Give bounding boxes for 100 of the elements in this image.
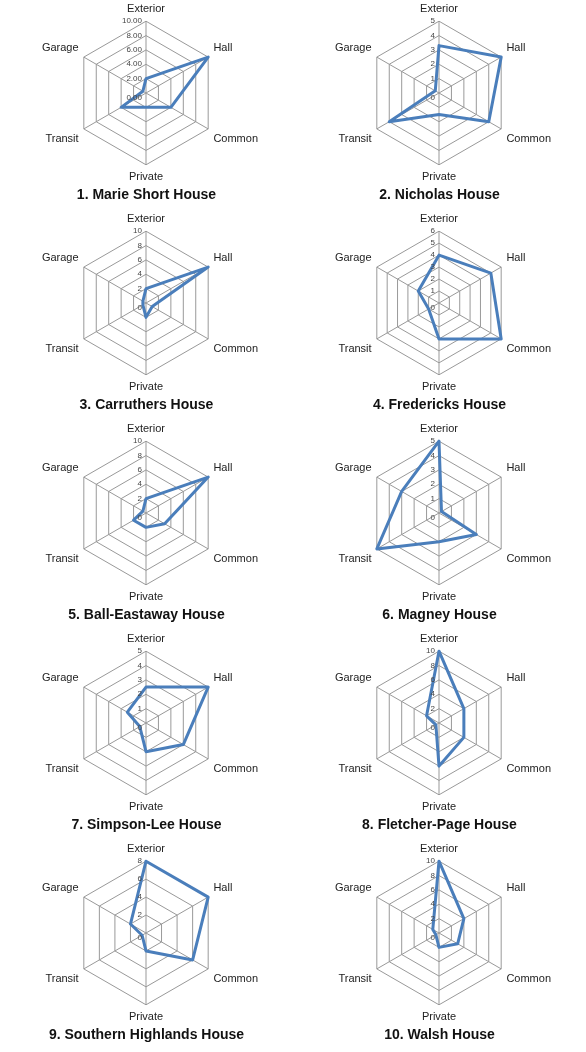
spoke-label: Common bbox=[213, 131, 258, 144]
spoke-label: Common bbox=[213, 761, 258, 774]
y-tick-label: 5 bbox=[430, 16, 436, 26]
spoke-label: Private bbox=[421, 380, 457, 393]
spoke-label: Private bbox=[128, 800, 164, 813]
spoke-label: Exterior bbox=[420, 211, 459, 224]
y-tick-label: 6 bbox=[430, 675, 436, 685]
spoke-label: Transit bbox=[338, 551, 372, 564]
text: 2. Nicholas House bbox=[379, 186, 500, 202]
spoke-label: Private bbox=[421, 1010, 457, 1023]
y-tick-label: 2 bbox=[430, 913, 436, 923]
spoke-label: Garage bbox=[334, 460, 372, 473]
y-tick-label: 5 bbox=[430, 238, 436, 248]
y-tick-label: 4 bbox=[137, 269, 143, 279]
y-tick-label: 2 bbox=[430, 59, 436, 69]
spoke-label: Garage bbox=[41, 460, 79, 473]
spoke-label: Private bbox=[128, 170, 164, 183]
y-tick-label: 1 bbox=[430, 286, 436, 296]
y-tick-label: 0 bbox=[430, 723, 436, 733]
y-tick-label: 0 bbox=[430, 93, 436, 103]
y-tick-label: 5 bbox=[137, 646, 143, 656]
spoke-label: Common bbox=[213, 341, 258, 354]
spoke-label: Exterior bbox=[420, 631, 459, 644]
y-tick-label: 2 bbox=[430, 274, 436, 284]
spoke-label: Common bbox=[213, 971, 258, 984]
spoke-label: Private bbox=[128, 1010, 164, 1023]
y-tick-label: 6 bbox=[137, 874, 143, 884]
y-tick-label: 10 bbox=[426, 646, 436, 656]
text: 10. Walsh House bbox=[384, 1026, 495, 1042]
y-tick-label: 8 bbox=[137, 856, 143, 866]
y-tick-label: 5 bbox=[430, 436, 436, 446]
spoke-label: Hall bbox=[506, 880, 526, 893]
text: 4. Fredericks House bbox=[372, 396, 507, 412]
y-tick-label: 3 bbox=[137, 675, 143, 685]
y-tick-label: 8 bbox=[137, 450, 143, 460]
y-tick-label: 4 bbox=[430, 250, 436, 260]
y-tick-label: 4 bbox=[137, 660, 143, 670]
text: 7. Simpson-Lee House bbox=[71, 816, 222, 832]
spoke-label: Hall bbox=[506, 40, 526, 53]
y-tick-label: 4 bbox=[430, 689, 436, 699]
spoke-label: Common bbox=[506, 341, 551, 354]
spoke-label: Private bbox=[421, 170, 457, 183]
spoke-label: Transit bbox=[45, 551, 79, 564]
y-tick-label: 8 bbox=[430, 870, 436, 880]
y-tick-label: 2 bbox=[137, 689, 143, 699]
spoke-label: Hall bbox=[213, 40, 233, 53]
spoke-label: Garage bbox=[41, 40, 79, 53]
spoke-label: Common bbox=[506, 551, 551, 564]
spoke-label: Exterior bbox=[127, 211, 166, 224]
spoke-label: Garage bbox=[334, 880, 372, 893]
spoke-label: Exterior bbox=[420, 421, 459, 434]
spoke-label: Hall bbox=[506, 250, 526, 263]
y-tick-label: 2 bbox=[430, 703, 436, 713]
y-tick-label: 3 bbox=[430, 262, 436, 272]
spoke-label: Transit bbox=[45, 971, 79, 984]
spoke-label: Transit bbox=[338, 971, 372, 984]
spoke-label: Common bbox=[213, 551, 258, 564]
y-tick-label: 0 bbox=[430, 303, 436, 313]
spoke-label: Garage bbox=[41, 880, 79, 893]
y-tick-label: 3 bbox=[430, 465, 436, 475]
y-tick-label: 2 bbox=[137, 493, 143, 503]
text: 6. Magney House bbox=[382, 606, 497, 622]
spoke-label: Hall bbox=[506, 670, 526, 683]
y-tick-label: 2 bbox=[137, 283, 143, 293]
y-tick-label: 6 bbox=[430, 226, 436, 236]
spoke-label: Private bbox=[128, 380, 164, 393]
spoke-label: Transit bbox=[45, 761, 79, 774]
y-tick-label: 8 bbox=[430, 660, 436, 670]
y-tick-label: 8 bbox=[137, 240, 143, 250]
spoke-label: Hall bbox=[213, 880, 233, 893]
spoke-label: Common bbox=[506, 761, 551, 774]
spoke-label: Exterior bbox=[127, 841, 166, 854]
y-tick-label: 6.00 bbox=[126, 45, 143, 55]
y-tick-label: 1 bbox=[137, 703, 143, 713]
y-tick-label: 2.00 bbox=[126, 73, 143, 83]
y-tick-label: 4 bbox=[430, 899, 436, 909]
spoke-label: Garage bbox=[334, 40, 372, 53]
y-tick-label: 10 bbox=[133, 226, 143, 236]
y-tick-label: 0 bbox=[137, 723, 143, 733]
y-tick-label: 10.00 bbox=[121, 16, 143, 26]
y-tick-label: 0 bbox=[137, 513, 143, 523]
y-tick-label: 6 bbox=[137, 465, 143, 475]
spoke-label: Garage bbox=[41, 670, 79, 683]
spoke-label: Exterior bbox=[127, 421, 166, 434]
y-tick-label: 4 bbox=[430, 30, 436, 40]
spoke-label: Hall bbox=[213, 670, 233, 683]
y-tick-label: 0 bbox=[137, 303, 143, 313]
y-tick-label: 6 bbox=[430, 885, 436, 895]
spoke-label: Common bbox=[506, 971, 551, 984]
y-tick-label: 8.00 bbox=[126, 30, 143, 40]
spoke-label: Garage bbox=[334, 250, 372, 263]
spoke-label: Exterior bbox=[420, 841, 459, 854]
spoke-label: Hall bbox=[506, 460, 526, 473]
text: 1. Marie Short House bbox=[76, 186, 217, 202]
y-tick-label: 1 bbox=[430, 493, 436, 503]
y-tick-label: 10 bbox=[426, 856, 436, 866]
y-tick-label: 4.00 bbox=[126, 59, 143, 69]
spoke-label: Transit bbox=[338, 761, 372, 774]
y-tick-label: 10 bbox=[133, 436, 143, 446]
spoke-label: Garage bbox=[41, 250, 79, 263]
